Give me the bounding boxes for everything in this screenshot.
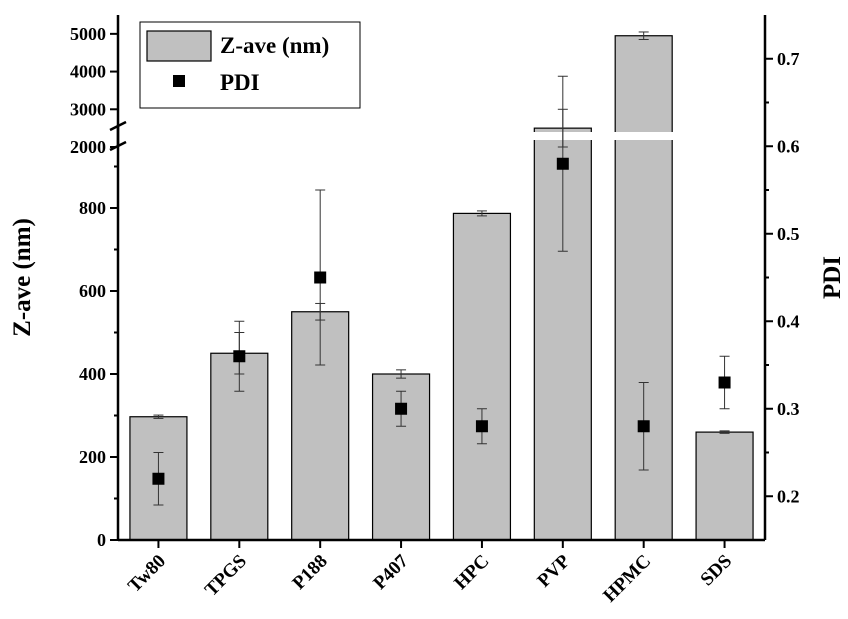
legend-swatch-bar: [146, 30, 212, 62]
y-tick-label-800: 800: [79, 198, 106, 218]
y2-tick-label-0.7: 0.7: [777, 49, 800, 69]
y-axis-title: Z-ave (nm): [9, 218, 36, 337]
bar-SDS: [695, 431, 754, 541]
pdi-marker-Tw80: [152, 472, 165, 485]
pdi-marker-P407: [395, 402, 408, 415]
y-tick-label-0: 0: [97, 530, 106, 550]
pdi-marker-SDS: [718, 376, 731, 389]
x-tick-label-PVP: PVP: [533, 550, 574, 591]
bars-layer: [129, 35, 754, 541]
y-tick-label-3000: 3000: [70, 99, 106, 119]
x-tick-label-HPC: HPC: [450, 551, 493, 594]
y-tick-label-2000: 2000: [70, 137, 106, 157]
legend-label-bar: Z-ave (nm): [220, 33, 329, 58]
y-tick-label-5000: 5000: [70, 24, 106, 44]
axis-break-band: [120, 132, 763, 140]
x-tick-label-HPMC: HPMC: [599, 551, 655, 607]
y2-axis-title: PDI: [819, 256, 846, 299]
legend-label-pdi: PDI: [220, 70, 260, 95]
pdi-marker-HPMC: [637, 420, 650, 433]
x-tick-label-TPGS: TPGS: [201, 551, 251, 601]
y-tick-label-4000: 4000: [70, 62, 106, 82]
pdi-markers-layer: [152, 157, 731, 485]
y2-tick-label-0.3: 0.3: [777, 399, 800, 419]
legend-swatch-pdi: [173, 75, 185, 87]
x-tick-label-P407: P407: [369, 550, 413, 594]
x-tick-label-Tw80: Tw80: [124, 551, 170, 597]
pdi-marker-TPGS: [233, 350, 246, 363]
x-tick-label-P188: P188: [289, 551, 332, 594]
axes-layer: 0 200 400 600 800 2000 3000 4000 5000 0.2 0.3 0.4 0.…: [9, 15, 846, 607]
y2-tick-label-0.5: 0.5: [777, 224, 800, 244]
x-tick-label-SDS: SDS: [697, 551, 736, 590]
pdi-marker-HPC: [475, 420, 488, 433]
y-tick-label-200: 200: [79, 447, 106, 467]
pdi-marker-PVP: [556, 157, 569, 170]
y-tick-label-600: 600: [79, 281, 106, 301]
y2-tick-label-0.6: 0.6: [777, 136, 800, 156]
y-axis-break-mark-lower: [109, 120, 127, 132]
bar-HPC: [452, 212, 512, 541]
legend: Z-ave (nm) PDI: [139, 21, 361, 109]
pdi-marker-P188: [314, 271, 327, 284]
y2-tick-label-0.2: 0.2: [777, 486, 800, 506]
y2-tick-label-0.4: 0.4: [777, 311, 800, 331]
y-tick-label-400: 400: [79, 364, 106, 384]
axis-break-layer: [120, 132, 763, 140]
